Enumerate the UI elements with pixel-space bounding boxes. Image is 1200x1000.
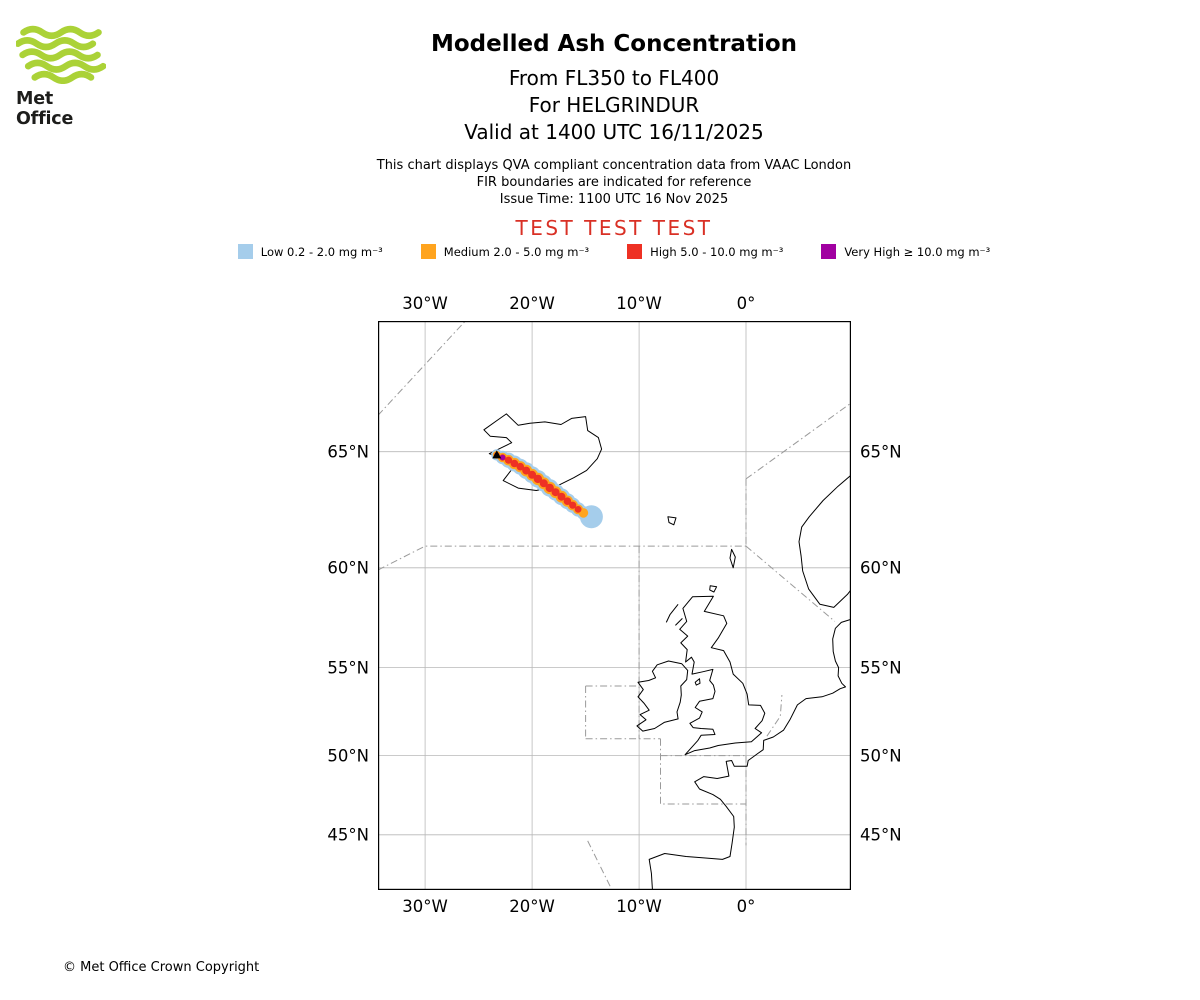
latitude-label-right: 60°N <box>860 558 902 578</box>
legend-item-very-high: Very High ≥ 10.0 mg m⁻³ <box>821 244 990 259</box>
page-title: Modelled Ash Concentration <box>430 31 798 57</box>
legend-swatch-very-high <box>821 244 837 259</box>
test-banner: TEST TEST TEST <box>515 216 713 240</box>
info-block: This chart displays QVA compliant concen… <box>28 157 1200 208</box>
ash-contour-high <box>569 501 577 509</box>
info-line-qva: This chart displays QVA compliant concen… <box>376 158 852 173</box>
legend-item-medium: Medium 2.0 - 5.0 mg m⁻³ <box>420 244 590 259</box>
fir-boundary <box>660 738 746 805</box>
volcano-marker-icon <box>492 450 502 459</box>
legend-item-high: High 5.0 - 10.0 mg m⁻³ <box>627 244 783 259</box>
coastline-shetland <box>729 548 736 569</box>
coastline-outer-hebrides <box>665 603 679 623</box>
coastline-faroe-islands <box>667 516 677 526</box>
latitude-label-left: 60°N <box>327 558 369 578</box>
ash-contour-high <box>574 506 582 513</box>
legend: Low 0.2 - 2.0 mg m⁻³ Medium 2.0 - 5.0 mg… <box>28 244 1200 259</box>
ash-contour-high <box>557 492 566 501</box>
legend-swatch-high <box>627 244 643 259</box>
longitude-label-top: 30°W <box>402 294 448 313</box>
fir-boundary <box>377 545 746 571</box>
ash-contour-high <box>545 483 554 493</box>
latitude-label-right: 45°N <box>860 825 902 845</box>
coastline-isle-of-man <box>694 678 701 686</box>
fir-boundary <box>745 545 836 622</box>
map-container <box>377 320 852 890</box>
longitude-label-top: 20°W <box>509 294 555 313</box>
latitude-label-right: 65°N <box>860 442 902 462</box>
legend-label-very-high: Very High ≥ 10.0 mg m⁻³ <box>844 244 991 259</box>
coastline-norway <box>798 474 852 608</box>
ash-contour-high <box>563 497 572 505</box>
ash-contour-high <box>516 462 525 471</box>
met-office-waves-icon <box>14 25 107 84</box>
longitude-label-top: 10°W <box>616 294 662 313</box>
latitude-label-left: 50°N <box>327 746 369 766</box>
title-block: Modelled Ash Concentration From FL350 to… <box>28 31 1200 146</box>
latitude-label-left: 45°N <box>327 825 369 845</box>
coastline-continental-europe <box>648 618 852 890</box>
longitude-label-bottom: 20°W <box>509 897 555 916</box>
legend-swatch-medium <box>420 244 436 259</box>
ash-contour-high <box>510 459 519 468</box>
subtitle-flight-levels: From FL350 to FL400 <box>508 66 720 90</box>
legend-label-low: Low 0.2 - 2.0 mg m⁻³ <box>260 244 383 259</box>
legend-swatch-low <box>237 244 253 259</box>
info-line-fir: FIR boundaries are indicated for referen… <box>476 175 752 190</box>
fir-boundary <box>745 402 852 480</box>
fir-boundary <box>587 840 612 889</box>
fir-boundary <box>377 320 467 416</box>
ash-contour-high <box>522 466 531 475</box>
legend-item-low: Low 0.2 - 2.0 mg m⁻³ <box>237 244 383 259</box>
subtitle-valid-time: Valid at 1400 UTC 16/11/2025 <box>464 120 764 144</box>
legend-label-medium: Medium 2.0 - 5.0 mg m⁻³ <box>443 244 590 259</box>
ash-concentration-map <box>377 320 852 890</box>
latitude-label-right: 50°N <box>860 746 902 766</box>
ash-contour-high <box>539 479 548 488</box>
latitude-label-left: 55°N <box>327 658 369 678</box>
info-line-issue-time: Issue Time: 1100 UTC 16 Nov 2025 <box>499 192 729 207</box>
coastline-skye <box>675 618 683 626</box>
ash-contour-high <box>528 470 537 479</box>
longitude-label-bottom: 10°W <box>616 897 662 916</box>
copyright-notice: © Met Office Crown Copyright <box>63 960 260 975</box>
fir-boundary <box>766 694 783 737</box>
longitude-label-bottom: 30°W <box>402 897 448 916</box>
subtitle-volcano: For HELGRINDUR <box>528 93 700 117</box>
longitude-label-bottom: 0° <box>736 897 756 916</box>
legend-label-high: High 5.0 - 10.0 mg m⁻³ <box>650 244 784 259</box>
latitude-label-left: 65°N <box>327 442 369 462</box>
ash-contour-high <box>533 474 543 484</box>
coastline-orkney <box>709 585 718 593</box>
coastline-great-britain <box>679 595 766 756</box>
latitude-label-right: 55°N <box>860 658 902 678</box>
met-office-logo: Met Office <box>14 24 116 129</box>
ash-contour-high <box>504 456 513 464</box>
coastline-ireland <box>636 660 689 732</box>
met-office-logo-text: Met Office <box>16 89 74 129</box>
ash-contour-high <box>551 488 560 497</box>
longitude-label-top: 0° <box>736 294 756 313</box>
map-border <box>378 321 851 890</box>
ash-contour-very-high <box>499 454 506 461</box>
